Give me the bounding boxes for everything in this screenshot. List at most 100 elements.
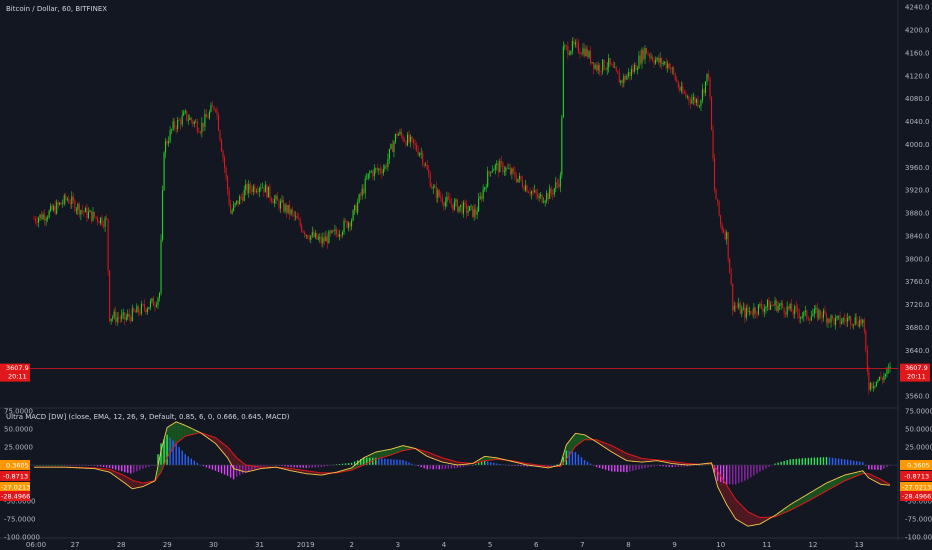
candle[interactable]: [413, 138, 415, 149]
candle[interactable]: [341, 230, 344, 238]
candle[interactable]: [151, 297, 153, 304]
candle[interactable]: [305, 234, 307, 240]
candle[interactable]: [384, 164, 386, 172]
candle[interactable]: [279, 198, 282, 213]
candle[interactable]: [641, 47, 643, 69]
candle[interactable]: [255, 188, 257, 194]
candle[interactable]: [490, 171, 492, 177]
candle[interactable]: [260, 183, 262, 192]
candle[interactable]: [608, 53, 610, 73]
candle[interactable]: [228, 187, 230, 208]
candle[interactable]: [700, 99, 702, 112]
candle[interactable]: [466, 200, 468, 219]
candle[interactable]: [698, 104, 700, 109]
candle[interactable]: [278, 198, 280, 212]
candle[interactable]: [284, 202, 286, 214]
candle[interactable]: [408, 130, 410, 144]
candle[interactable]: [53, 203, 55, 213]
candle[interactable]: [552, 189, 554, 200]
candle[interactable]: [106, 214, 108, 221]
candle[interactable]: [349, 221, 351, 232]
candle[interactable]: [311, 226, 313, 238]
candle[interactable]: [80, 209, 82, 221]
candle[interactable]: [832, 315, 834, 321]
candle[interactable]: [881, 376, 883, 385]
candle[interactable]: [269, 183, 271, 202]
candle[interactable]: [816, 302, 818, 322]
candle[interactable]: [555, 176, 557, 192]
candle[interactable]: [853, 324, 855, 330]
candle[interactable]: [577, 39, 579, 54]
candle[interactable]: [795, 301, 797, 312]
candle[interactable]: [429, 171, 431, 188]
candle[interactable]: [815, 304, 817, 314]
candle[interactable]: [773, 303, 775, 306]
candle[interactable]: [112, 315, 114, 322]
candle[interactable]: [57, 199, 59, 209]
candle[interactable]: [346, 220, 348, 229]
candle[interactable]: [515, 172, 517, 184]
candle[interactable]: [532, 186, 534, 196]
candle[interactable]: [751, 308, 753, 317]
candle[interactable]: [819, 309, 821, 320]
candle[interactable]: [366, 173, 368, 181]
candle[interactable]: [564, 43, 566, 51]
candle[interactable]: [149, 298, 151, 311]
candle[interactable]: [774, 296, 776, 311]
candle[interactable]: [653, 57, 655, 68]
candle[interactable]: [487, 166, 489, 188]
candle[interactable]: [567, 41, 569, 59]
candle[interactable]: [871, 382, 873, 391]
candle[interactable]: [818, 308, 820, 321]
candle[interactable]: [426, 159, 428, 171]
candle[interactable]: [833, 317, 835, 327]
candle[interactable]: [467, 205, 469, 217]
candle[interactable]: [316, 232, 318, 240]
candle[interactable]: [332, 229, 334, 232]
candle[interactable]: [670, 63, 672, 73]
candle[interactable]: [473, 204, 475, 221]
candle[interactable]: [732, 283, 734, 316]
candle[interactable]: [136, 303, 138, 313]
candle[interactable]: [275, 194, 277, 205]
candle[interactable]: [128, 308, 130, 322]
candle[interactable]: [292, 206, 294, 218]
candle[interactable]: [661, 57, 663, 70]
candle[interactable]: [692, 92, 694, 105]
candle[interactable]: [456, 198, 458, 213]
candle[interactable]: [642, 47, 645, 61]
candle[interactable]: [326, 232, 328, 249]
candle[interactable]: [629, 72, 631, 81]
candle[interactable]: [561, 114, 563, 179]
candle[interactable]: [394, 133, 396, 144]
candle[interactable]: [328, 229, 330, 244]
candle[interactable]: [580, 52, 583, 55]
candle[interactable]: [659, 52, 661, 68]
candle[interactable]: [410, 134, 412, 148]
candle[interactable]: [440, 191, 442, 202]
candle[interactable]: [868, 366, 870, 395]
candle[interactable]: [437, 188, 439, 203]
candle[interactable]: [423, 162, 425, 169]
candle[interactable]: [314, 229, 316, 239]
candle[interactable]: [785, 310, 787, 318]
candle[interactable]: [546, 190, 548, 204]
candle[interactable]: [425, 161, 427, 167]
candle[interactable]: [146, 306, 148, 315]
candle[interactable]: [635, 62, 637, 70]
candle[interactable]: [493, 168, 495, 171]
candle[interactable]: [213, 105, 215, 112]
candle[interactable]: [844, 313, 846, 325]
candle[interactable]: [605, 68, 607, 71]
candle[interactable]: [360, 191, 362, 201]
candle[interactable]: [703, 88, 705, 97]
candle[interactable]: [512, 166, 514, 175]
candle[interactable]: [689, 97, 691, 109]
candle[interactable]: [270, 196, 272, 204]
candle[interactable]: [272, 198, 274, 204]
candle[interactable]: [828, 318, 831, 324]
candle[interactable]: [494, 163, 496, 175]
candle[interactable]: [152, 296, 155, 307]
candle[interactable]: [617, 70, 619, 74]
candle[interactable]: [452, 204, 454, 214]
